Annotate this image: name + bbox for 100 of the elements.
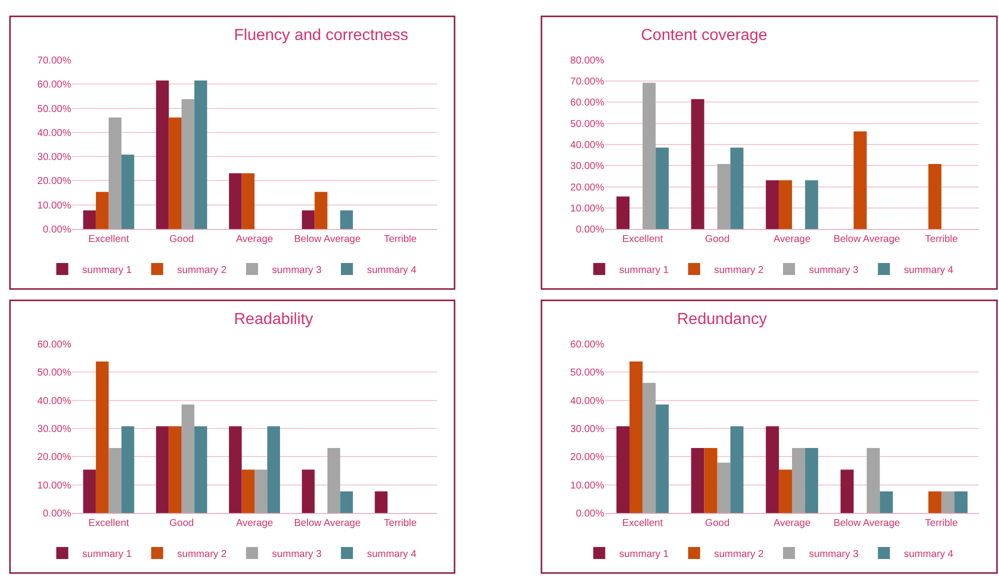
- y-tick-label: 30.00%: [570, 424, 604, 435]
- y-tick-label: 60.00%: [37, 339, 72, 350]
- bar: [327, 448, 340, 514]
- chart-title: Redundancy: [677, 311, 767, 328]
- bar: [108, 448, 122, 514]
- y-tick-label: 20.00%: [37, 452, 72, 464]
- legend-label: summary 4: [366, 548, 417, 560]
- chart-title: Content coverage: [641, 27, 768, 44]
- x-tick-label: Good: [705, 234, 730, 246]
- bar: [374, 491, 388, 514]
- bar: [242, 173, 254, 230]
- bar: [805, 448, 818, 514]
- bar: [691, 448, 704, 514]
- x-tick-label: Below Average: [294, 234, 362, 246]
- x-tick-label: Below Average: [833, 518, 900, 530]
- bar: [730, 148, 744, 230]
- bar: [616, 426, 630, 514]
- bar: [730, 426, 744, 514]
- y-tick-label: 0.00%: [576, 508, 604, 520]
- legend-label: summary 4: [904, 264, 954, 276]
- legend-label: summary 3: [272, 548, 322, 560]
- bar: [766, 180, 779, 230]
- x-tick-label: Terrible: [925, 518, 958, 530]
- bar: [717, 164, 730, 230]
- legend-label: summary 1: [619, 264, 670, 276]
- bar: [168, 117, 182, 230]
- y-tick-label: 30.00%: [37, 152, 72, 164]
- bar: [83, 210, 96, 230]
- x-tick-label: Excellent: [622, 234, 664, 246]
- bar: [156, 80, 169, 230]
- legend-label: summary 1: [619, 548, 670, 560]
- chart-title: Readability: [234, 311, 314, 328]
- chart-title: Fluency and correctness: [234, 27, 408, 44]
- y-tick-label: 50.00%: [570, 368, 604, 379]
- bar: [880, 491, 893, 514]
- bar: [778, 180, 792, 230]
- y-tick-label: 10.00%: [570, 480, 604, 492]
- x-tick-label: Average: [236, 234, 274, 246]
- bar: [228, 173, 242, 230]
- legend-label: summary 2: [177, 548, 228, 560]
- y-tick-label: 50.00%: [37, 104, 72, 115]
- y-tick-label: 70.00%: [37, 55, 72, 66]
- bar: [302, 210, 315, 230]
- y-tick-label: 70.00%: [570, 76, 604, 88]
- bar: [642, 382, 656, 514]
- legend-label: summary 2: [714, 548, 764, 560]
- x-tick-label: Terrible: [925, 234, 958, 246]
- y-tick-label: 60.00%: [37, 80, 72, 91]
- y-tick-label: 80.00%: [570, 55, 604, 66]
- y-tick-label: 50.00%: [570, 118, 604, 130]
- y-tick-label: 30.00%: [37, 424, 72, 435]
- x-tick-label: Excellent: [88, 234, 130, 246]
- legend-label: summary 4: [366, 264, 417, 276]
- y-tick-label: 20.00%: [37, 176, 72, 188]
- bar: [704, 448, 718, 514]
- y-tick-label: 0.00%: [42, 224, 72, 236]
- bar: [314, 192, 328, 230]
- x-tick-label: Average: [773, 518, 811, 530]
- y-tick-label: 0.00%: [42, 508, 72, 520]
- bar: [656, 404, 669, 514]
- bar: [267, 426, 280, 514]
- bar: [642, 82, 656, 230]
- x-tick-label: Average: [236, 518, 274, 530]
- bar: [928, 491, 942, 514]
- y-tick-label: 0.00%: [576, 224, 604, 236]
- bar: [254, 470, 268, 514]
- bar: [941, 491, 955, 514]
- bar: [242, 470, 254, 514]
- bar: [656, 148, 669, 230]
- x-tick-label: Below Average: [833, 234, 900, 246]
- bar: [96, 361, 109, 514]
- legend-label: summary 4: [904, 548, 954, 560]
- x-tick-label: Good: [169, 234, 194, 246]
- y-tick-label: 10.00%: [37, 200, 72, 212]
- x-tick-label: Average: [773, 234, 811, 246]
- y-tick-label: 40.00%: [37, 128, 72, 139]
- y-tick-label: 40.00%: [570, 140, 604, 151]
- bar: [194, 426, 208, 514]
- y-tick-label: 10.00%: [570, 203, 604, 214]
- bar: [805, 180, 818, 230]
- y-tick-label: 50.00%: [37, 368, 72, 379]
- bar: [121, 154, 134, 230]
- bar: [717, 462, 730, 514]
- bar: [691, 99, 704, 230]
- legend-label: summary 3: [272, 264, 322, 276]
- bar: [840, 470, 854, 514]
- y-tick-label: 40.00%: [570, 396, 604, 407]
- bar: [156, 426, 169, 514]
- bar: [766, 426, 779, 514]
- x-tick-label: Terrible: [384, 518, 418, 530]
- bar: [854, 131, 867, 230]
- bar: [928, 164, 942, 230]
- bar: [778, 470, 792, 514]
- legend-label: summary 3: [809, 548, 859, 560]
- bar: [194, 80, 208, 230]
- x-tick-label: Excellent: [622, 518, 664, 530]
- bar: [121, 426, 134, 514]
- x-tick-label: Good: [169, 518, 194, 530]
- bar: [182, 99, 194, 230]
- bar: [630, 361, 643, 514]
